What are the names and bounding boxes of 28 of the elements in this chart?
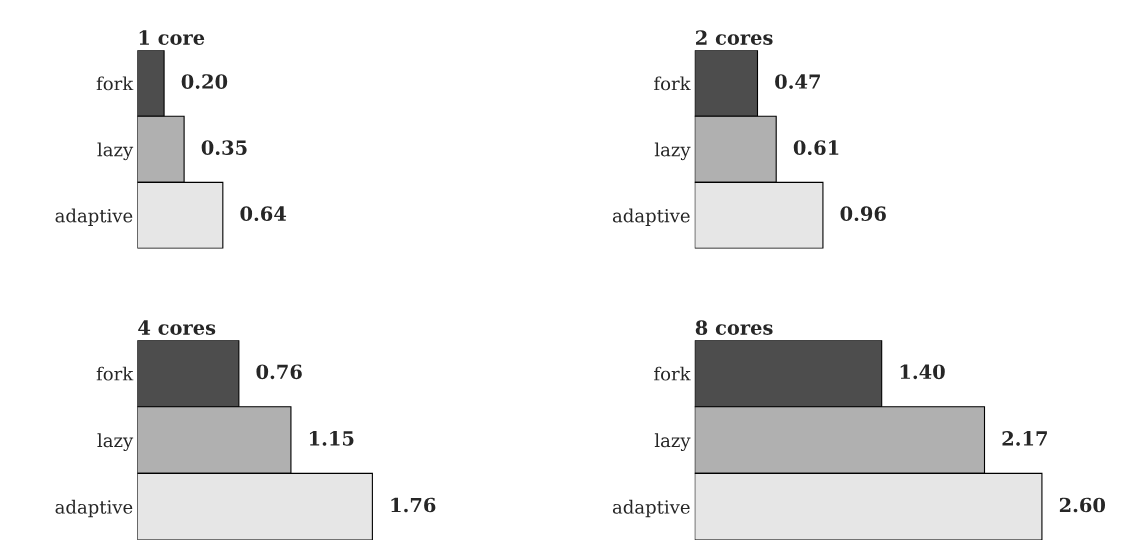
data-label: 1.15 xyxy=(309,431,354,446)
data-label: 2.17 xyxy=(1002,431,1047,446)
y-tick-label: lazy xyxy=(97,142,134,161)
data-label: 0.35 xyxy=(201,140,247,155)
data-label: 0.96 xyxy=(840,206,886,222)
y-tick-label: lazy xyxy=(654,142,691,161)
data-label: 1.76 xyxy=(391,497,436,513)
y-tick-label: adaptive xyxy=(55,208,133,226)
data-label: 2.60 xyxy=(1059,497,1106,513)
chart-title: 1 core xyxy=(139,30,205,45)
data-label: 1.40 xyxy=(900,364,945,380)
y-tick-label: adaptive xyxy=(612,208,690,226)
chart-title: 8 cores xyxy=(695,320,773,335)
data-label: 0.61 xyxy=(793,140,839,155)
data-label: 0.64 xyxy=(240,206,287,222)
y-tick-label: fork xyxy=(654,76,691,91)
data-label: 0.76 xyxy=(256,364,302,380)
chart-title: 2 cores xyxy=(696,30,773,45)
y-tick-label: fork xyxy=(654,366,691,381)
y-tick-label: fork xyxy=(96,76,134,91)
y-tick-label: lazy xyxy=(97,433,134,451)
y-tick-label: lazy xyxy=(654,433,691,451)
data-label: 0.20 xyxy=(181,74,228,89)
data-label: 0.47 xyxy=(775,74,820,89)
y-tick-label: adaptive xyxy=(612,499,690,518)
chart-title: 4 cores xyxy=(138,320,216,335)
y-tick-label: adaptive xyxy=(55,499,133,518)
y-tick-label: fork xyxy=(96,366,134,381)
